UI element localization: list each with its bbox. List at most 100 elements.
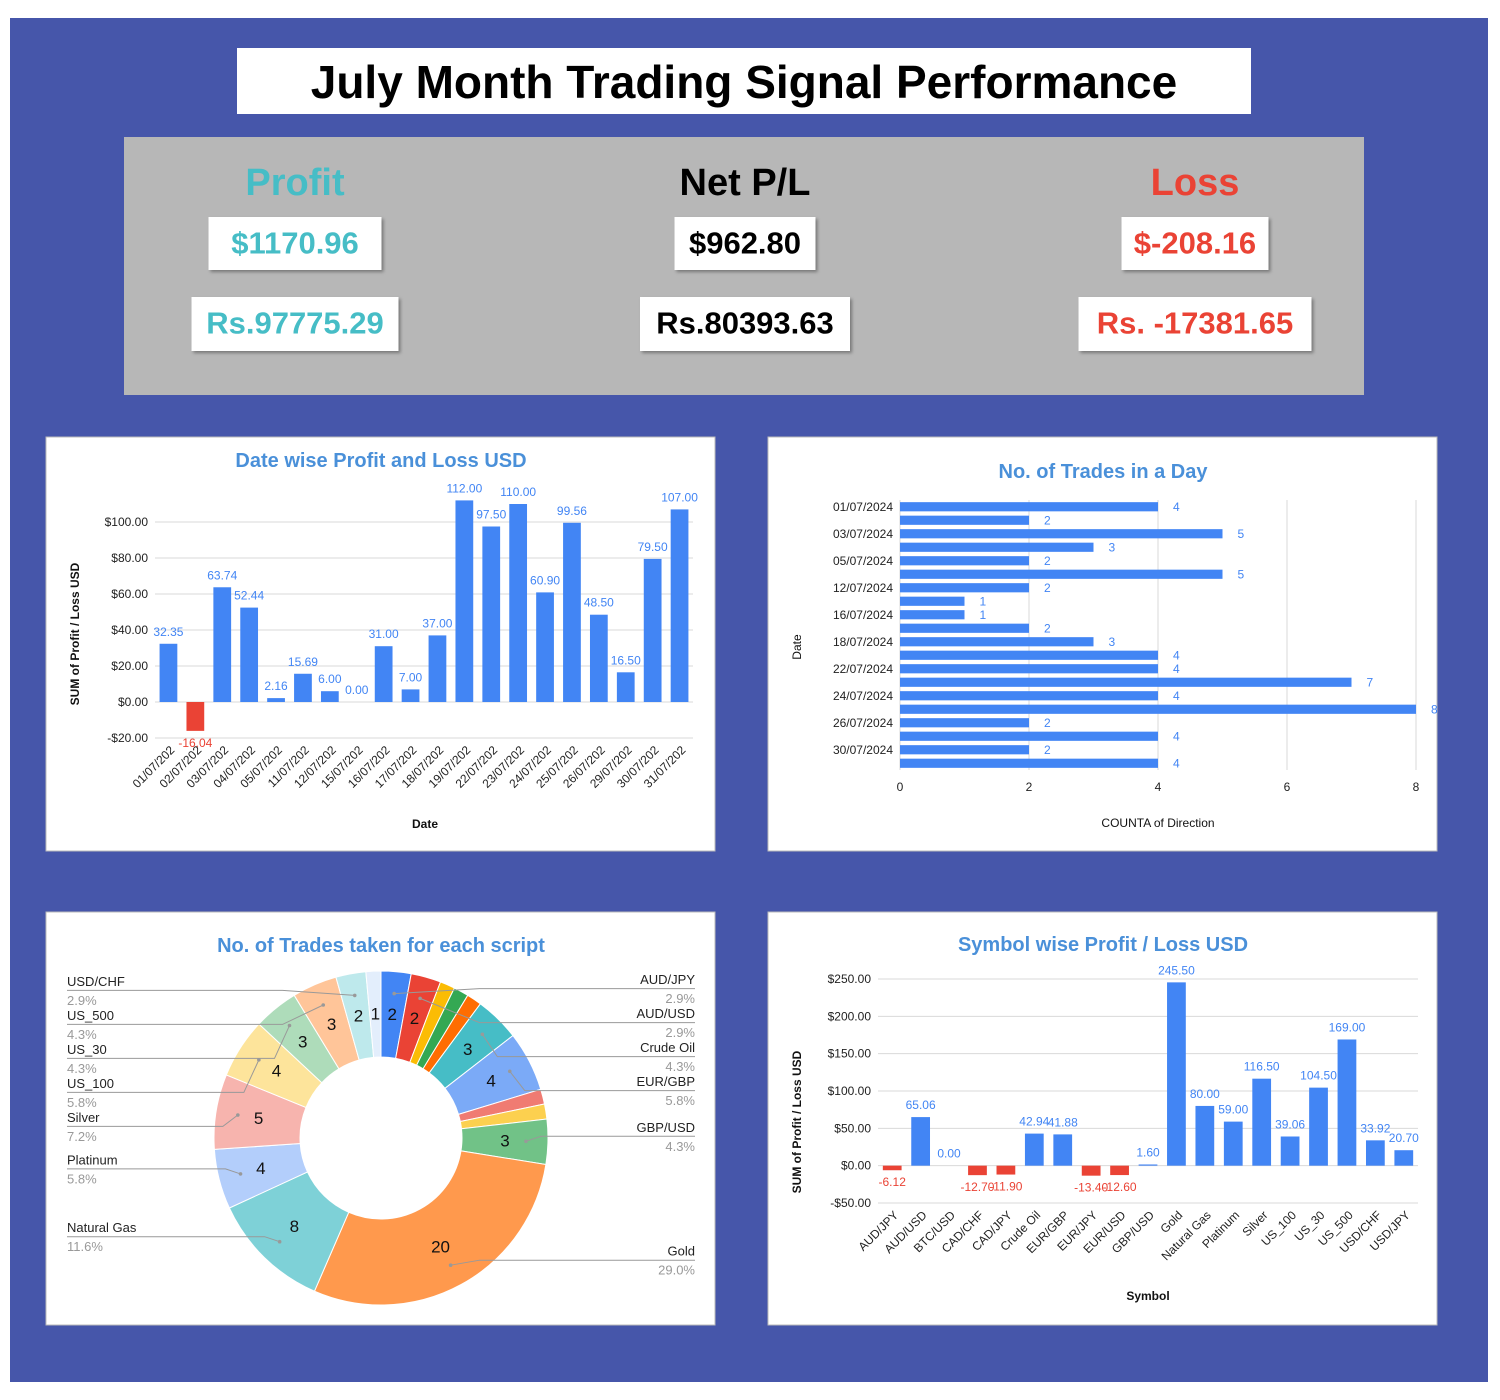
leader-line bbox=[67, 1236, 280, 1243]
value-box bbox=[208, 217, 382, 270]
value-label: 1 bbox=[980, 608, 987, 622]
bar bbox=[900, 650, 1158, 660]
value-label: 5 bbox=[1238, 567, 1245, 581]
value-label: 39.06 bbox=[1275, 1118, 1305, 1132]
value-label: -12.70 bbox=[960, 1180, 994, 1194]
bar bbox=[536, 592, 554, 702]
legend-percent: 5.8% bbox=[665, 1093, 695, 1108]
y-tick-label: $0.00 bbox=[118, 695, 148, 709]
chart-title: No. of Trades taken for each script bbox=[217, 935, 545, 957]
bar bbox=[1223, 1121, 1243, 1166]
value-label: 116.50 bbox=[1244, 1060, 1280, 1074]
slice-label: 2 bbox=[354, 1007, 363, 1026]
y-tick-label: $80.00 bbox=[111, 551, 148, 565]
slice bbox=[365, 970, 382, 1058]
leader-dot bbox=[524, 1139, 528, 1144]
value-box bbox=[1078, 297, 1312, 351]
value-label: 2 bbox=[1044, 513, 1051, 527]
bar bbox=[882, 1165, 902, 1171]
value-label: 5 bbox=[1238, 527, 1245, 541]
bar bbox=[1365, 1140, 1385, 1166]
bar bbox=[900, 596, 965, 606]
value-label: 99.56 bbox=[557, 504, 587, 518]
x-tick-label: 4 bbox=[1155, 780, 1162, 794]
value-label: 2 bbox=[1044, 743, 1051, 757]
legend-label: Crude Oil bbox=[640, 1040, 695, 1055]
x-tick-label: 2 bbox=[1026, 780, 1033, 794]
legend-percent: 4.3% bbox=[67, 1027, 97, 1042]
y-tick-label: $250.00 bbox=[828, 972, 872, 986]
value-label: 48.50 bbox=[584, 596, 614, 610]
bar bbox=[320, 691, 339, 702]
value-label: 104.50 bbox=[1300, 1069, 1337, 1083]
slice-label: 4 bbox=[486, 1071, 495, 1090]
bar bbox=[900, 758, 1158, 768]
legend-percent: 2.9% bbox=[665, 991, 695, 1006]
x-axis-title: Date bbox=[412, 817, 438, 831]
legend-label: GBP/USD bbox=[636, 1120, 695, 1135]
leader-line bbox=[67, 1114, 239, 1127]
leader-line bbox=[481, 1034, 695, 1058]
leader-line bbox=[394, 988, 695, 995]
bar bbox=[1138, 1164, 1158, 1166]
value-label: 32.35 bbox=[153, 625, 183, 639]
value-label: 80.00 bbox=[1190, 1087, 1220, 1101]
summary-heading: Net P/L bbox=[680, 162, 811, 204]
bar bbox=[616, 672, 635, 702]
inr-value: Rs.80393.63 bbox=[656, 306, 834, 341]
bar bbox=[900, 637, 1094, 647]
value-label: 42.94 bbox=[1019, 1115, 1049, 1129]
bar bbox=[240, 607, 259, 702]
y-tick-label: 26/07/2024 bbox=[833, 716, 893, 730]
legend-label: AUD/JPY bbox=[640, 972, 695, 987]
y-tick-label: -$50.00 bbox=[830, 1196, 871, 1210]
leader-dot bbox=[352, 993, 357, 998]
y-tick-label: -$20.00 bbox=[107, 731, 148, 745]
bar bbox=[900, 542, 1094, 552]
bar bbox=[1024, 1133, 1044, 1166]
value-label: 37.00 bbox=[422, 616, 452, 630]
value-label: 112.00 bbox=[446, 481, 482, 495]
bar bbox=[968, 1165, 987, 1176]
y-tick-label: 22/07/2024 bbox=[833, 662, 893, 676]
legend-percent: 2.9% bbox=[665, 1025, 695, 1040]
page-title: July Month Trading Signal Performance bbox=[311, 56, 1177, 108]
value-label: 8 bbox=[1431, 702, 1438, 716]
value-label: 2 bbox=[1044, 621, 1051, 635]
legend-label: US_100 bbox=[67, 1076, 114, 1091]
bar bbox=[900, 610, 965, 620]
value-label: 4 bbox=[1173, 689, 1180, 703]
value-label: 97.50 bbox=[476, 508, 506, 522]
y-tick-label: 12/07/2024 bbox=[833, 581, 893, 595]
value-label: 4 bbox=[1173, 662, 1180, 676]
bar bbox=[900, 556, 1029, 566]
y-tick-label: $40.00 bbox=[111, 623, 148, 637]
bar bbox=[900, 677, 1352, 687]
bar bbox=[1394, 1150, 1414, 1166]
leader-dot bbox=[236, 1113, 240, 1117]
value-label: 7 bbox=[1367, 675, 1374, 689]
bar bbox=[159, 643, 178, 702]
value-label: 107.00 bbox=[661, 490, 698, 504]
value-label: 7.00 bbox=[399, 670, 423, 684]
slice-label: 20 bbox=[431, 1237, 450, 1256]
value-label: -11.90 bbox=[989, 1180, 1022, 1194]
value-box bbox=[640, 297, 850, 351]
y-tick-label: $20.00 bbox=[111, 659, 148, 673]
legend-percent: 7.2% bbox=[67, 1129, 97, 1144]
value-label: -12.60 bbox=[1103, 1180, 1137, 1194]
slice-label: 1 bbox=[371, 1005, 380, 1024]
leader-dot bbox=[418, 996, 422, 1001]
value-label: 4 bbox=[1173, 729, 1180, 743]
bar bbox=[1081, 1165, 1101, 1176]
summary-heading: Loss bbox=[1151, 162, 1240, 204]
value-label: 2 bbox=[1044, 581, 1051, 595]
legend-label: US_500 bbox=[67, 1008, 114, 1023]
value-label: -6.12 bbox=[879, 1175, 907, 1189]
value-label: -16.04 bbox=[178, 736, 212, 750]
bar bbox=[267, 698, 285, 702]
legend-label: Natural Gas bbox=[67, 1220, 137, 1235]
value-label: 79.50 bbox=[638, 540, 668, 554]
leader-line bbox=[67, 1004, 324, 1025]
